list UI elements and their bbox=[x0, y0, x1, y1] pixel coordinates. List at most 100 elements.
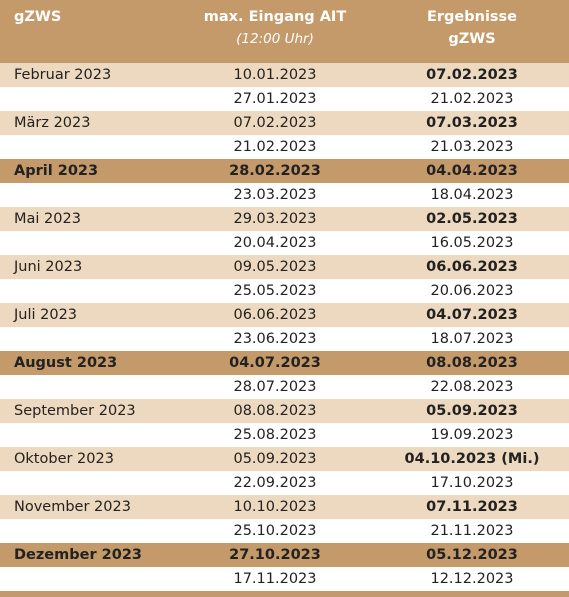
table-row: 28.07.2023 22.08.2023 bbox=[0, 375, 569, 399]
ergebnis-date-cell: 08.08.2023 bbox=[375, 351, 569, 375]
table-row: Juli 2023 06.06.2023 04.07.2023 bbox=[0, 303, 569, 327]
header-ergebnisse-line1: Ergebnisse bbox=[426, 9, 518, 25]
table-row: Dezember 2023 27.10.2023 05.12.2023 bbox=[0, 543, 569, 567]
eingang-date-cell: 25.05.2023 bbox=[175, 279, 375, 303]
header-ergebnisse: Ergebnisse gZWS bbox=[375, 0, 569, 63]
month-cell: September 2023 bbox=[0, 399, 175, 423]
header-gzws: gZWS bbox=[0, 0, 175, 63]
eingang-date-cell: 06.06.2023 bbox=[175, 303, 375, 327]
header-eingang: max. Eingang AIT (12:00 Uhr) bbox=[175, 0, 375, 63]
month-cell: Dezember 2023 bbox=[0, 543, 175, 567]
month-cell: Oktober 2023 bbox=[0, 447, 175, 471]
ergebnis-date-cell: 06.06.2023 bbox=[375, 255, 569, 279]
header-eingang-label: max. Eingang AIT bbox=[203, 9, 347, 25]
month-cell: Juni 2023 bbox=[0, 255, 175, 279]
ergebnis-date-cell: 05.12.2023 bbox=[375, 543, 569, 567]
table-row: 23.06.2023 18.07.2023 bbox=[0, 327, 569, 351]
table-row: Mai 2023 29.03.2023 02.05.2023 bbox=[0, 207, 569, 231]
month-cell bbox=[0, 87, 175, 111]
eingang-date-cell: 23.03.2023 bbox=[175, 183, 375, 207]
month-cell bbox=[0, 471, 175, 495]
eingang-date-cell: 22.09.2023 bbox=[175, 471, 375, 495]
month-cell bbox=[0, 231, 175, 255]
eingang-date-cell: 08.08.2023 bbox=[175, 399, 375, 423]
table-body: Februar 2023 10.01.2023 07.02.2023 27.01.20… bbox=[0, 63, 569, 591]
ergebnis-date-cell: 19.09.2023 bbox=[375, 423, 569, 447]
ergebnis-date-cell: 21.11.2023 bbox=[375, 519, 569, 543]
month-cell bbox=[0, 183, 175, 207]
table-row: Juni 2023 09.05.2023 06.06.2023 bbox=[0, 255, 569, 279]
month-cell bbox=[0, 327, 175, 351]
table-row: 23.03.2023 18.04.2023 bbox=[0, 183, 569, 207]
eingang-date-cell: 20.04.2023 bbox=[175, 231, 375, 255]
eingang-date-cell: 10.01.2023 bbox=[175, 63, 375, 87]
ergebnis-date-cell: 05.09.2023 bbox=[375, 399, 569, 423]
eingang-date-cell: 29.03.2023 bbox=[175, 207, 375, 231]
table-row: 21.02.2023 21.03.2023 bbox=[0, 135, 569, 159]
table-row: 27.01.2023 21.02.2023 bbox=[0, 87, 569, 111]
month-cell: November 2023 bbox=[0, 495, 175, 519]
header-eingang-sub: (12:00 Uhr) bbox=[236, 31, 314, 47]
table-header: gZWS max. Eingang AIT (12:00 Uhr) Ergebn… bbox=[0, 0, 569, 63]
ergebnis-date-cell: 12.12.2023 bbox=[375, 567, 569, 591]
month-cell: Mai 2023 bbox=[0, 207, 175, 231]
table-row: Februar 2023 10.01.2023 07.02.2023 bbox=[0, 63, 569, 87]
header-gzws-label: gZWS bbox=[14, 9, 62, 25]
table-row: April 2023 28.02.2023 04.04.2023 bbox=[0, 159, 569, 183]
eingang-date-cell: 10.10.2023 bbox=[175, 495, 375, 519]
table-row: März 2023 07.02.2023 07.03.2023 bbox=[0, 111, 569, 135]
eingang-date-cell: 25.10.2023 bbox=[175, 519, 375, 543]
eingang-date-cell: 23.06.2023 bbox=[175, 327, 375, 351]
header-ergebnisse-line2: gZWS bbox=[448, 31, 496, 47]
eingang-date-cell: 09.05.2023 bbox=[175, 255, 375, 279]
month-cell bbox=[0, 567, 175, 591]
eingang-date-cell: 27.01.2023 bbox=[175, 87, 375, 111]
eingang-date-cell: 28.07.2023 bbox=[175, 375, 375, 399]
table-row: 17.11.2023 12.12.2023 bbox=[0, 567, 569, 591]
month-cell: März 2023 bbox=[0, 111, 175, 135]
month-cell bbox=[0, 375, 175, 399]
month-cell bbox=[0, 423, 175, 447]
ergebnis-date-cell: 16.05.2023 bbox=[375, 231, 569, 255]
ergebnis-date-cell: 21.03.2023 bbox=[375, 135, 569, 159]
ergebnis-date-cell: 21.02.2023 bbox=[375, 87, 569, 111]
table-row: Oktober 2023 05.09.2023 04.10.2023 (Mi.) bbox=[0, 447, 569, 471]
eingang-date-cell: 05.09.2023 bbox=[175, 447, 375, 471]
ergebnis-date-cell: 17.10.2023 bbox=[375, 471, 569, 495]
ergebnis-date-cell: 18.07.2023 bbox=[375, 327, 569, 351]
ergebnis-date-cell: 18.04.2023 bbox=[375, 183, 569, 207]
eingang-date-cell: 07.02.2023 bbox=[175, 111, 375, 135]
ergebnis-date-cell: 07.02.2023 bbox=[375, 63, 569, 87]
month-cell bbox=[0, 519, 175, 543]
ergebnis-date-cell: 04.07.2023 bbox=[375, 303, 569, 327]
eingang-date-cell: 04.07.2023 bbox=[175, 351, 375, 375]
ergebnis-date-cell: 07.03.2023 bbox=[375, 111, 569, 135]
header-row: gZWS max. Eingang AIT (12:00 Uhr) Ergebn… bbox=[0, 0, 569, 63]
table-row: 20.04.2023 16.05.2023 bbox=[0, 231, 569, 255]
eingang-date-cell: 21.02.2023 bbox=[175, 135, 375, 159]
bottom-border-bar bbox=[0, 591, 569, 597]
ergebnis-date-cell: 02.05.2023 bbox=[375, 207, 569, 231]
eingang-date-cell: 17.11.2023 bbox=[175, 567, 375, 591]
ergebnis-date-cell: 04.10.2023 (Mi.) bbox=[375, 447, 569, 471]
month-cell bbox=[0, 279, 175, 303]
month-cell: Februar 2023 bbox=[0, 63, 175, 87]
ergebnis-date-cell: 04.04.2023 bbox=[375, 159, 569, 183]
table-row: 25.05.2023 20.06.2023 bbox=[0, 279, 569, 303]
ergebnis-date-cell: 22.08.2023 bbox=[375, 375, 569, 399]
eingang-date-cell: 28.02.2023 bbox=[175, 159, 375, 183]
month-cell: Juli 2023 bbox=[0, 303, 175, 327]
month-cell: April 2023 bbox=[0, 159, 175, 183]
table-row: 22.09.2023 17.10.2023 bbox=[0, 471, 569, 495]
eingang-date-cell: 25.08.2023 bbox=[175, 423, 375, 447]
ergebnis-date-cell: 07.11.2023 bbox=[375, 495, 569, 519]
table-row: August 2023 04.07.2023 08.08.2023 bbox=[0, 351, 569, 375]
eingang-date-cell: 27.10.2023 bbox=[175, 543, 375, 567]
table-row: November 2023 10.10.2023 07.11.2023 bbox=[0, 495, 569, 519]
month-cell: August 2023 bbox=[0, 351, 175, 375]
table-row: 25.08.2023 19.09.2023 bbox=[0, 423, 569, 447]
ergebnis-date-cell: 20.06.2023 bbox=[375, 279, 569, 303]
table-row: September 2023 08.08.2023 05.09.2023 bbox=[0, 399, 569, 423]
month-cell bbox=[0, 135, 175, 159]
